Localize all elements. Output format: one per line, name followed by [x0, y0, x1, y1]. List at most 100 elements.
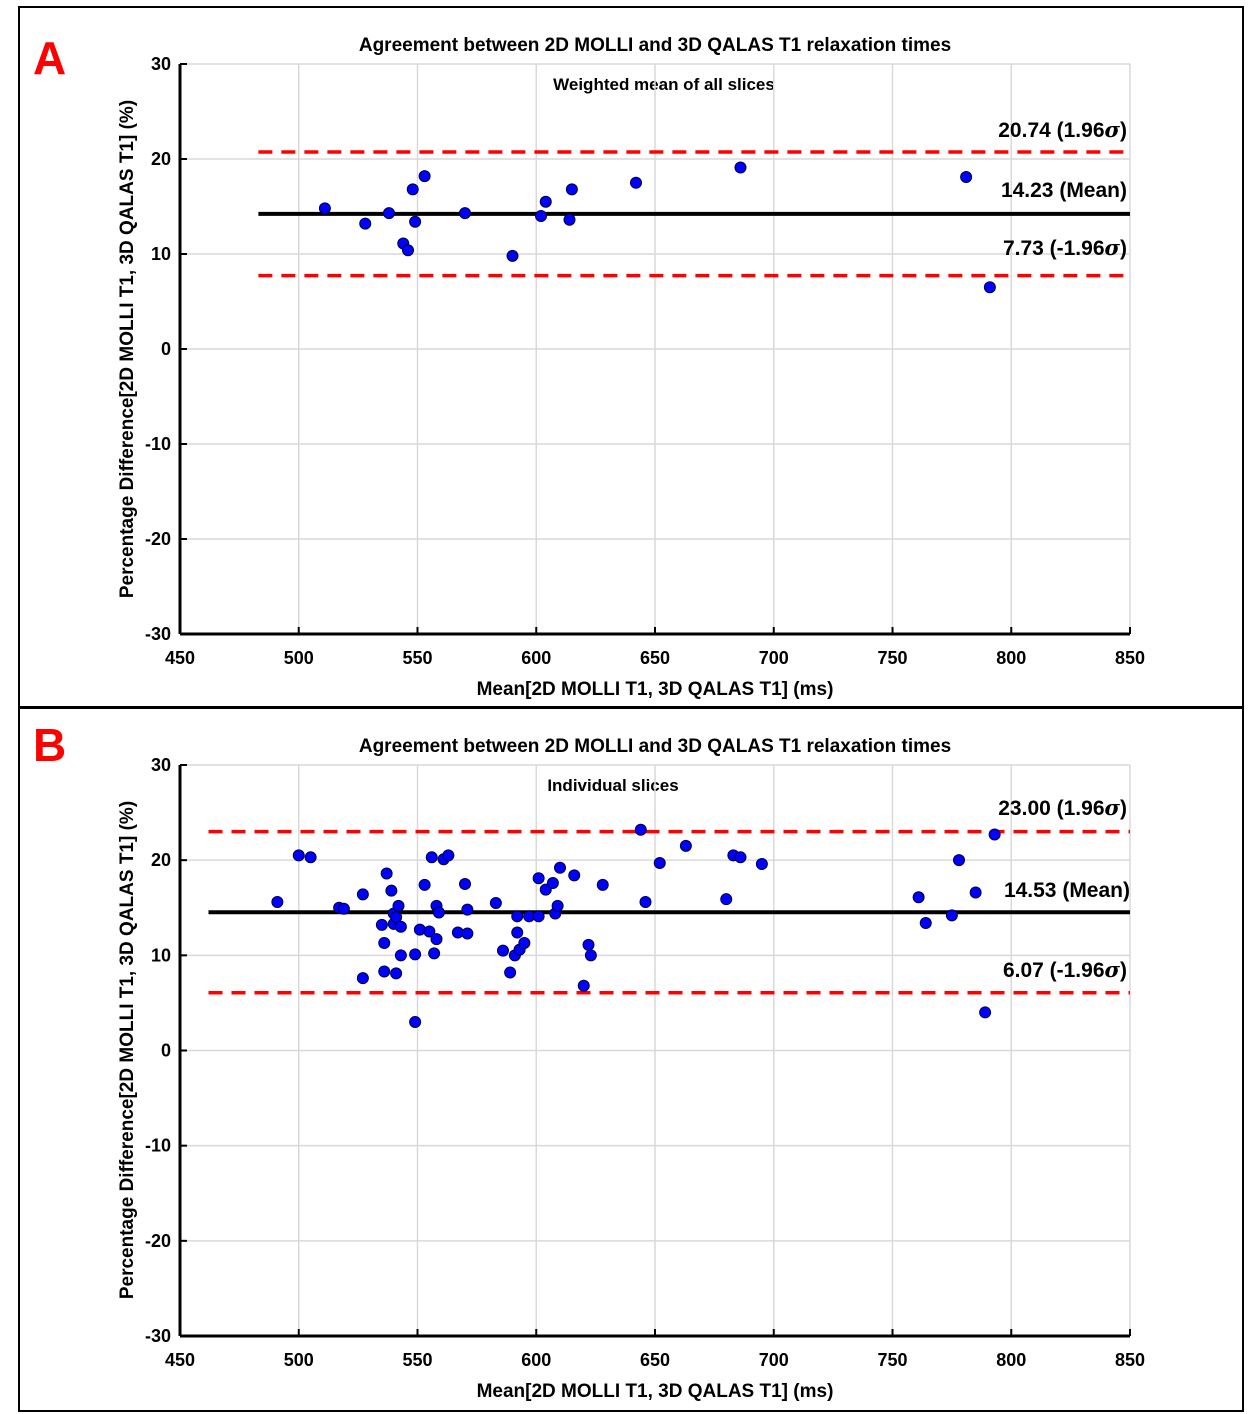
panel-b-data-point — [459, 877, 471, 890]
panel-b-data-point — [532, 910, 545, 923]
panel-b-data-point — [639, 896, 652, 909]
panel-b-data-point — [409, 948, 422, 961]
panel-b-subtitle: Individual slices — [547, 776, 678, 795]
panel-b-data-point — [418, 878, 431, 891]
panel-b-upper-limit-label: 23.00 (1.96σ) — [998, 795, 1127, 820]
panel-b-data-point — [551, 899, 564, 912]
panel-b-data-point — [390, 967, 403, 980]
panel-b-data-point — [423, 925, 436, 938]
panel-b-data-point — [432, 906, 445, 919]
panel-b-y-tick-label: 10 — [151, 945, 171, 965]
panel-b-frame — [18, 707, 1244, 1412]
panel-b-data-point — [653, 857, 666, 870]
panel-b-data-point — [385, 884, 398, 897]
panel-a-y-tick-label: 20 — [151, 149, 171, 169]
panel-b-data-point — [546, 877, 559, 890]
panel-a-y-tick-label: 0 — [161, 339, 171, 359]
panel-b-data-point — [394, 949, 407, 962]
panel-b-data-point — [425, 851, 438, 864]
panel-b-y-tick-label: 30 — [151, 755, 171, 775]
panel-a-x-tick-label: 500 — [284, 648, 314, 668]
panel-a-y-tick-label: -10 — [145, 434, 171, 454]
panel-a-y-tick-label: 30 — [151, 54, 171, 74]
panel-b-data-point — [356, 888, 369, 901]
panel-b-data-point — [390, 911, 403, 924]
panel-b-y-axis-label: Percentage Difference[2D MOLLI T1, 3D QA… — [117, 801, 138, 1299]
panel-b-data-point — [912, 891, 925, 904]
panel-a-upper-limit-label: 20.74 (1.96σ) — [998, 117, 1127, 142]
panel-b-data-point — [461, 903, 474, 916]
panel-b-data-point — [979, 1006, 992, 1019]
panel-b-x-tick-label: 750 — [877, 1350, 907, 1370]
panel-b-data-point — [734, 851, 747, 864]
panel-b-x-tick-label: 650 — [640, 1350, 670, 1370]
panel-b-x-tick-label: 500 — [284, 1350, 314, 1370]
panel-b-data-point — [577, 979, 590, 992]
panel-b-data-point — [755, 857, 768, 870]
panel-a-data-point — [359, 217, 372, 230]
panel-a-data-point — [563, 213, 576, 226]
panel-a-x-tick-label: 450 — [165, 648, 195, 668]
panel-b-data-point — [568, 869, 581, 882]
panel-b-x-axis-label: Mean[2D MOLLI T1, 3D QALAS T1] (ms) — [477, 1381, 834, 1402]
panel-b-x-tick-label: 850 — [1115, 1350, 1145, 1370]
panel-b-data-point — [511, 926, 524, 939]
panel-a-x-tick-label: 800 — [996, 648, 1026, 668]
panel-b-data-point — [584, 949, 597, 962]
panel-a-y-tick-label: 10 — [151, 244, 171, 264]
panel-b-data-point — [919, 916, 932, 929]
panel-a-subtitle: Weighted mean of all slices — [553, 75, 775, 94]
panel-b-data-point — [378, 965, 391, 978]
panel-a-x-tick-label: 850 — [1115, 648, 1145, 668]
panel-a-y-tick-label: -30 — [145, 624, 171, 644]
panel-b-title: Agreement between 2D MOLLI and 3D QALAS … — [359, 736, 951, 757]
panel-b-data-point — [582, 938, 595, 951]
panel-b: B Agreement between 2D MOLLI and 3D QALA… — [33, 719, 1145, 1402]
panel-b-x-tick-label: 700 — [759, 1350, 789, 1370]
panel-b-lower-limit-label: 6.07 (-1.96σ) — [1003, 957, 1127, 982]
panel-b-data-point — [634, 823, 647, 836]
panel-b-x-tick-label: 600 — [521, 1350, 551, 1370]
panel-a-data-point — [535, 210, 547, 222]
panel-a-mean-label: 14.23 (Mean) — [1001, 179, 1127, 202]
panel-b-y-tick-label: 0 — [161, 1041, 171, 1061]
panel-a-y-axis-label: Percentage Difference[2D MOLLI T1, 3D QA… — [117, 100, 138, 598]
panel-b-y-tick-label: -30 — [145, 1326, 171, 1346]
panel-a-data-point — [459, 207, 471, 220]
panel-b-axes: 450 500 550 600 650 700 750 800 850 -30 -20 -10 0 10 2… — [145, 755, 1145, 1370]
panel-a-data-point — [418, 170, 431, 183]
panel-b-data-point — [292, 849, 305, 862]
panel-b-data-point — [375, 918, 388, 931]
panel-b-data-point — [428, 947, 441, 960]
panel-a-data-point — [409, 215, 422, 228]
panel-b-mean-label: 14.53 (Mean) — [1004, 879, 1130, 902]
panel-b-data-point — [356, 972, 369, 985]
panel-b-data-point — [504, 966, 517, 979]
panel-a-data-point — [406, 183, 419, 196]
panel-a-title: Agreement between 2D MOLLI and 3D QALAS … — [359, 35, 951, 56]
panel-b-data-point — [511, 910, 524, 923]
panel-a-data-point — [402, 244, 414, 257]
panel-a-x-tick-label: 550 — [402, 648, 432, 668]
panel-b-data-point — [378, 936, 391, 949]
panel-a-data-point — [565, 183, 578, 196]
panel-b-data-point — [596, 878, 609, 891]
panel-a-data-point — [383, 207, 395, 220]
panel-b-x-tick-label: 450 — [165, 1350, 195, 1370]
panel-a-x-tick-label: 650 — [640, 648, 670, 668]
panel-b-data-point — [337, 902, 350, 915]
panel-b-x-tick-label: 800 — [996, 1350, 1026, 1370]
panel-a-data-point — [960, 171, 973, 184]
panel-b-y-tick-label: -10 — [145, 1136, 171, 1156]
panel-b-data-point — [392, 899, 405, 912]
panel-a-data-point — [539, 195, 552, 208]
panel-b-data-point — [518, 936, 531, 949]
panel-a-lower-limit-label: 7.73 (-1.96σ) — [1003, 235, 1127, 260]
panel-a-data-point — [630, 176, 642, 189]
panel-a-x-axis-label: Mean[2D MOLLI T1, 3D QALAS T1] (ms) — [477, 679, 834, 700]
panel-a-y-tick-label: -20 — [145, 529, 171, 549]
panel-b-data-point — [380, 867, 393, 880]
panel-b-data-point — [532, 872, 545, 885]
panel-b-data-point — [720, 893, 733, 906]
